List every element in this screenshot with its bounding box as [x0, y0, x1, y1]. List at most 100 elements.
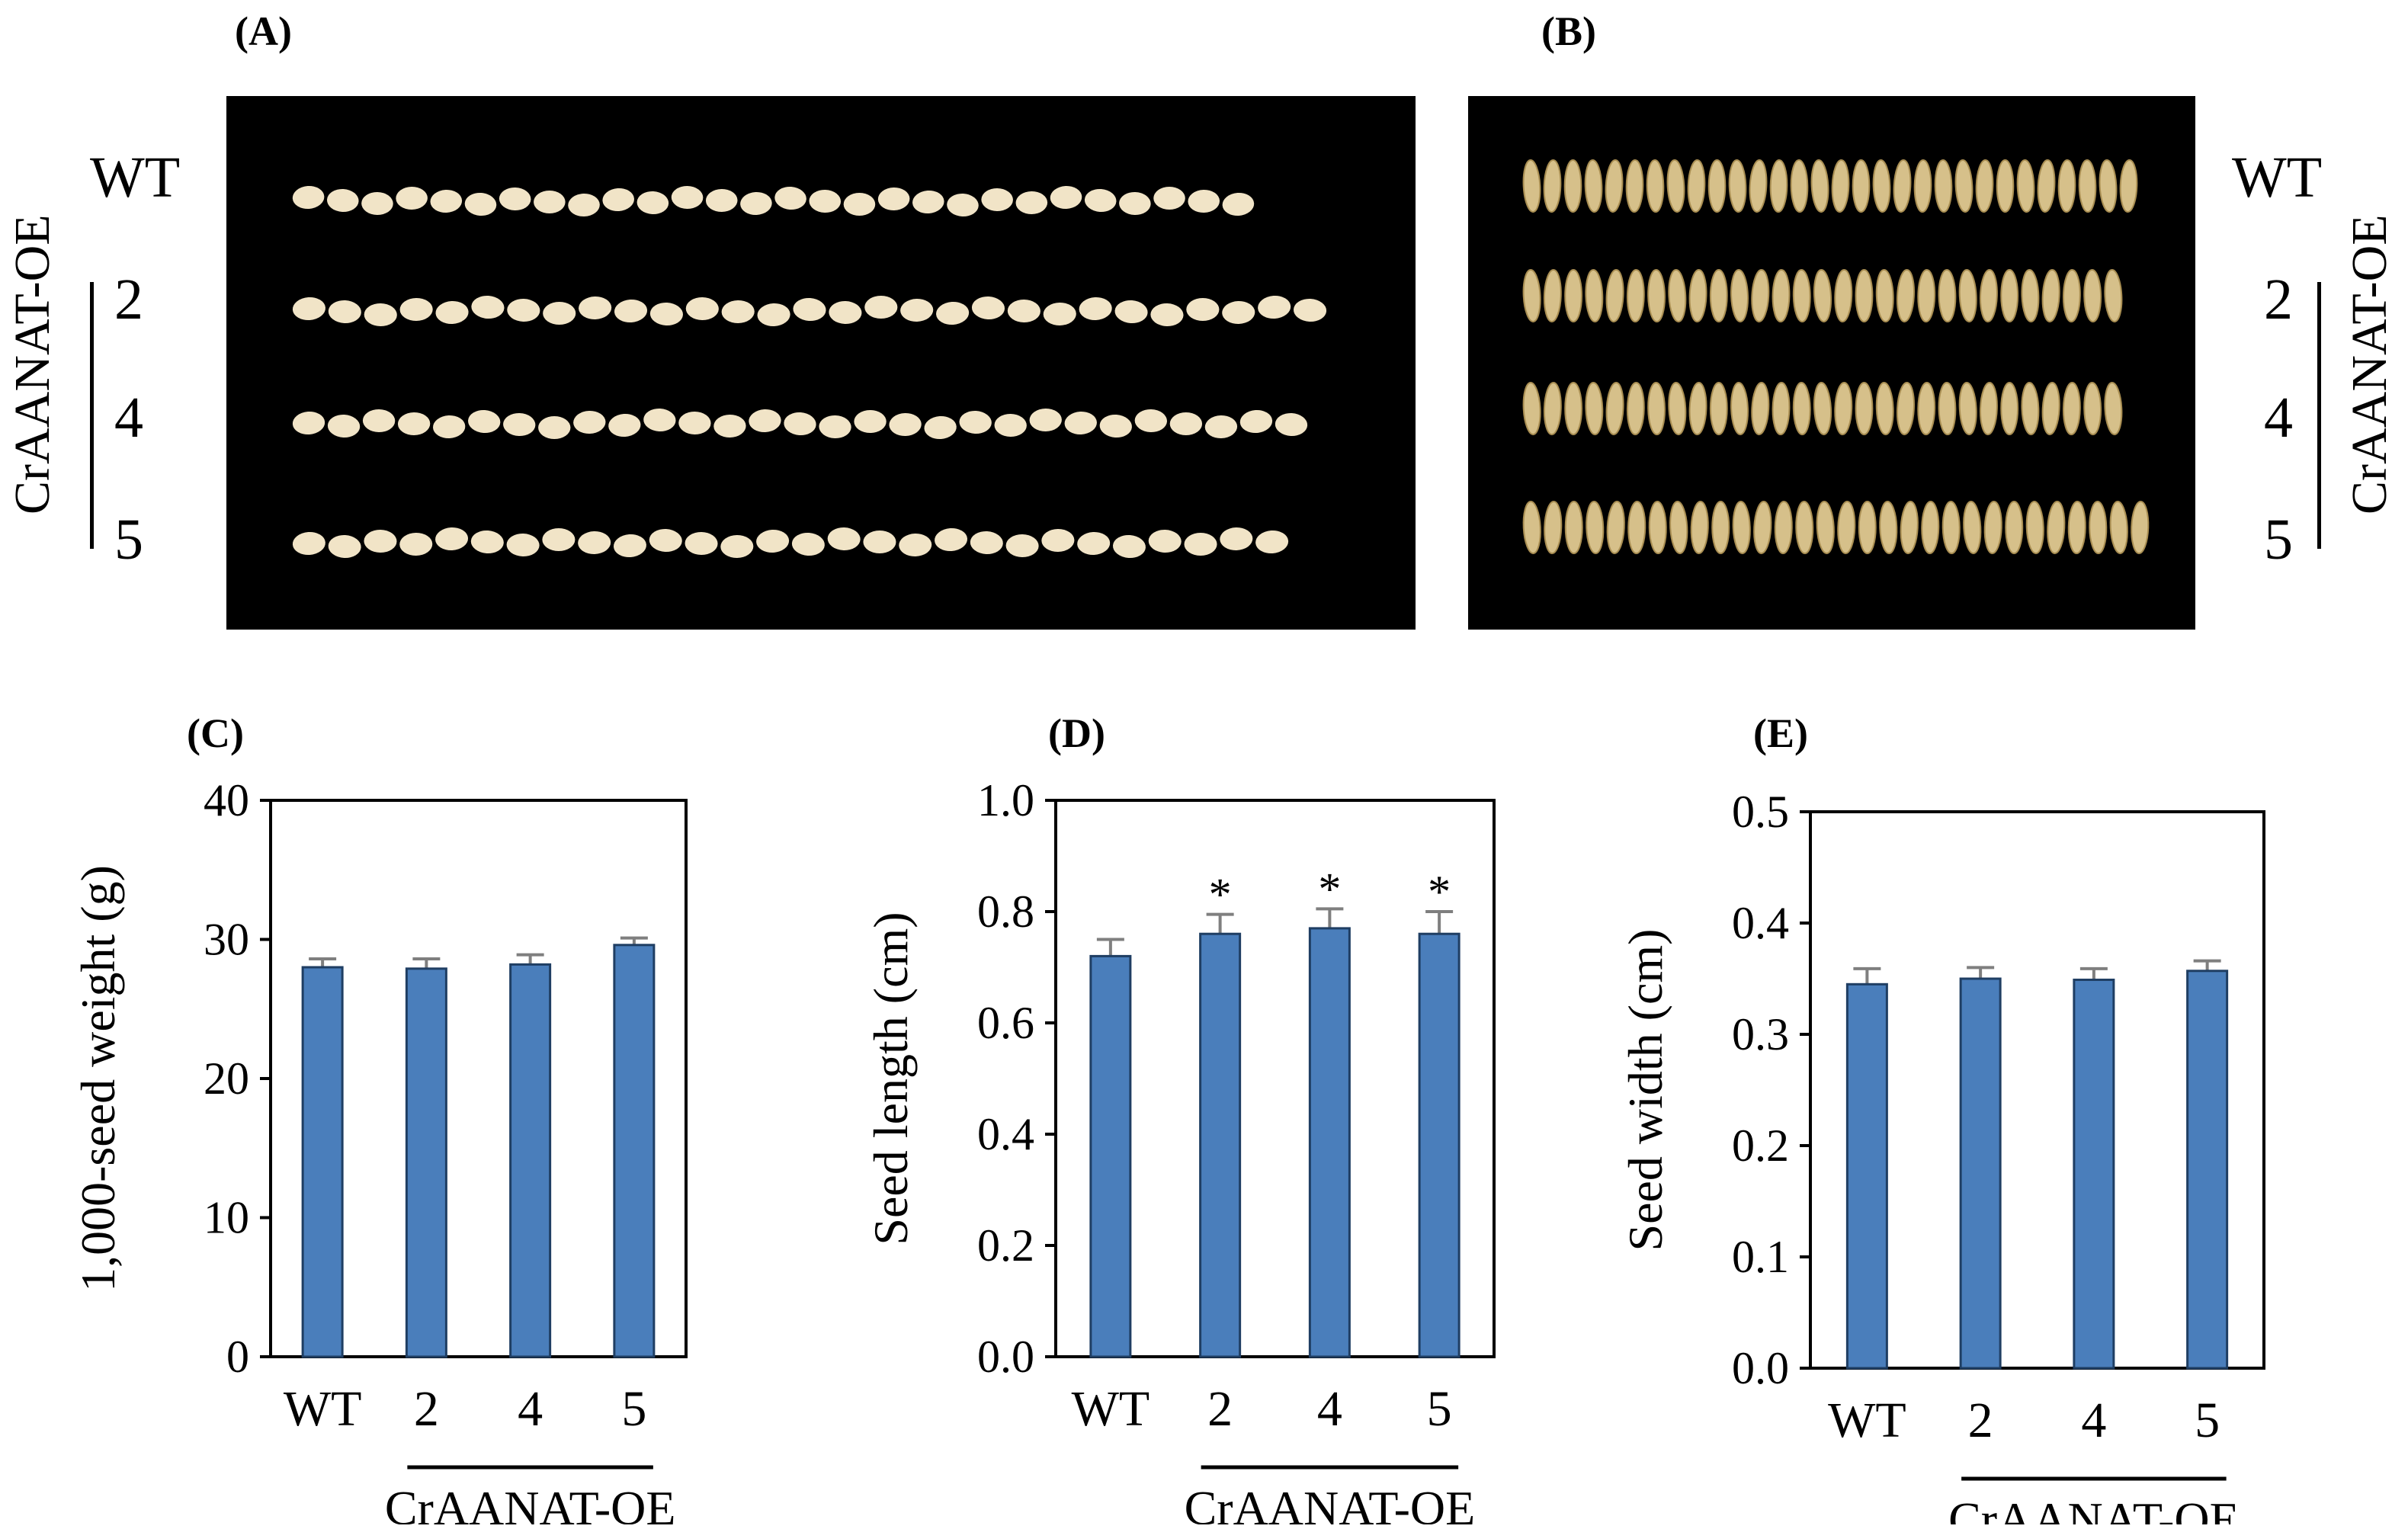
- seed: [671, 185, 704, 210]
- seed: [1709, 382, 1728, 435]
- seed: [935, 527, 968, 552]
- seed: [1647, 382, 1666, 435]
- seed: [1293, 298, 1327, 322]
- seed: [1688, 382, 1707, 435]
- x-tick-label: 4: [1317, 1381, 1342, 1437]
- seed: [1979, 382, 1998, 435]
- y-tick-label: 1.0: [977, 775, 1034, 825]
- significance-mark: *: [1318, 864, 1341, 914]
- seed: [1668, 269, 1687, 322]
- significance-mark: *: [1209, 870, 1232, 920]
- seed: [464, 192, 497, 216]
- seed: [608, 413, 641, 438]
- seed: [1646, 159, 1665, 213]
- y-tick-label: 0.3: [1732, 1009, 1789, 1059]
- seed: [863, 531, 896, 553]
- seed: [1831, 159, 1850, 213]
- seed-row: [1522, 269, 2123, 322]
- seed: [924, 415, 957, 440]
- seed: [1958, 382, 1977, 435]
- y-tick-label: 0.5: [1732, 787, 1789, 837]
- panel-a-row-label-wt: WT: [90, 146, 181, 210]
- seed: [1792, 269, 1811, 322]
- seed: [1913, 159, 1932, 213]
- seed: [292, 297, 325, 321]
- seed: [292, 531, 325, 556]
- seed: [791, 532, 825, 556]
- seed: [328, 534, 361, 559]
- seed: [889, 412, 922, 437]
- seed: [678, 411, 711, 435]
- seed: [1564, 501, 1583, 554]
- seed: [1795, 501, 1814, 554]
- seed: [2021, 382, 2040, 435]
- seed: [1958, 269, 1977, 322]
- seed: [432, 415, 466, 439]
- panel-a-row-label-2: 2: [114, 268, 143, 332]
- bar: [1199, 932, 1242, 1358]
- seed: [1837, 501, 1856, 554]
- seed: [1669, 501, 1688, 554]
- x-tick-label: 5: [2195, 1393, 2220, 1448]
- seed-row: [1522, 159, 2138, 213]
- seed: [1005, 534, 1039, 558]
- seed: [713, 414, 746, 438]
- bar: [2186, 970, 2229, 1370]
- seed: [1077, 531, 1111, 556]
- seed: [749, 409, 781, 433]
- seed: [1099, 414, 1132, 438]
- seed: [499, 187, 531, 211]
- bar: [1089, 954, 1132, 1358]
- chart-letter: (C): [187, 710, 244, 756]
- seed: [1543, 382, 1562, 435]
- seed: [2083, 382, 2102, 435]
- seed: [757, 303, 790, 327]
- seed: [1584, 159, 1603, 213]
- seed: [1751, 382, 1770, 435]
- seed: [471, 295, 505, 319]
- seed: [1900, 501, 1919, 554]
- seed: [936, 301, 970, 325]
- seed: [435, 300, 469, 325]
- seed: [1855, 269, 1874, 322]
- seed: [1188, 189, 1220, 213]
- seed: [399, 532, 433, 556]
- panel-a-seed-rows: [292, 185, 1327, 559]
- seed: [1007, 299, 1040, 323]
- seed: [1813, 269, 1832, 322]
- seed: [1169, 412, 1203, 435]
- bar: [1308, 927, 1351, 1358]
- seed: [613, 534, 646, 558]
- seed: [705, 188, 738, 213]
- seed: [364, 303, 397, 327]
- seed: [568, 193, 600, 217]
- bar: [613, 944, 656, 1358]
- x-tick-label: 4: [518, 1381, 543, 1437]
- seed: [1222, 192, 1255, 216]
- seed: [1751, 269, 1770, 322]
- y-tick-label: 0.8: [977, 886, 1034, 937]
- seed: [579, 296, 612, 320]
- seed-row: [1522, 382, 2123, 435]
- panel-b-row-label-wt: WT: [2232, 146, 2323, 210]
- seed: [292, 411, 325, 435]
- seed: [534, 191, 566, 213]
- seed: [827, 527, 861, 551]
- seed: [1563, 159, 1582, 213]
- bar: [1418, 932, 1461, 1358]
- seed: [959, 410, 992, 434]
- seed: [2131, 501, 2150, 554]
- seed: [1648, 501, 1667, 554]
- seed: [1893, 159, 1912, 213]
- seed: [1707, 159, 1727, 213]
- seed: [1064, 411, 1097, 435]
- seed: [1938, 269, 1957, 322]
- bar: [405, 967, 447, 1358]
- seed: [2047, 501, 2066, 554]
- seed: [292, 185, 325, 210]
- seed: [2037, 159, 2056, 213]
- seed: [971, 296, 1005, 320]
- panel-b-row-label-4: 4: [2264, 386, 2293, 450]
- seed: [1810, 159, 1829, 213]
- panel-b-row-label-5: 5: [2264, 508, 2293, 572]
